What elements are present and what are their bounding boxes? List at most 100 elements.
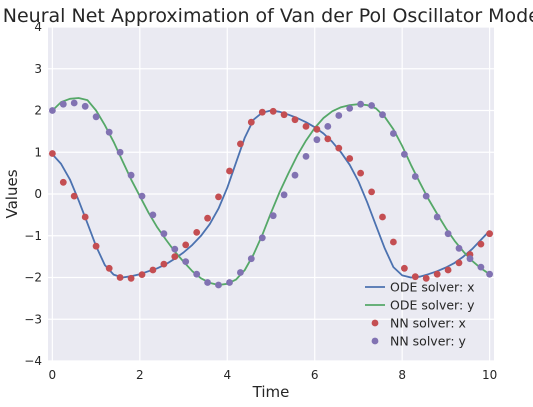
legend-label: ODE solver: y (390, 298, 475, 313)
data-point (116, 274, 124, 281)
x-tick-label: 4 (223, 368, 231, 382)
x-tick-label: 6 (311, 368, 319, 382)
data-point (49, 150, 56, 157)
data-point (455, 259, 463, 267)
data-point (127, 171, 135, 179)
data-point (390, 238, 397, 246)
data-point (258, 108, 266, 116)
data-series (49, 97, 493, 289)
data-point (280, 111, 288, 119)
data-point (444, 266, 452, 274)
y-tick-label: 2 (34, 104, 42, 118)
y-tick-labels: −4 −3 −2 −1 0 1 2 3 4 (24, 20, 42, 368)
data-point (81, 213, 89, 221)
data-point (455, 244, 463, 252)
data-point (335, 144, 343, 152)
data-point (313, 136, 321, 144)
data-point (204, 214, 212, 222)
data-point (226, 279, 233, 286)
legend-label: ODE solver: x (390, 280, 475, 295)
y-tick-label: −4 (24, 354, 42, 368)
data-point (486, 270, 493, 278)
x-tick-label: 8 (398, 368, 406, 382)
data-point (59, 100, 67, 108)
data-point (204, 279, 212, 286)
x-tick-label: 2 (136, 368, 144, 382)
y-tick-label: −2 (24, 271, 42, 285)
data-point (486, 230, 493, 238)
data-point (138, 271, 146, 278)
data-point (411, 173, 419, 180)
data-point (433, 213, 441, 221)
y-tick-label: 3 (34, 62, 42, 76)
data-point (368, 188, 375, 196)
data-point (247, 118, 255, 126)
data-point (193, 270, 201, 278)
data-point (477, 263, 485, 271)
legend-item: NN solver: x (371, 316, 466, 331)
data-point (171, 245, 179, 253)
data-point (182, 258, 190, 265)
nn-solver-y-points (49, 99, 493, 289)
data-point (346, 155, 354, 162)
data-point (226, 167, 233, 175)
data-point (149, 266, 157, 274)
y-tick-label: 0 (34, 187, 42, 201)
data-point (237, 269, 244, 276)
data-point (379, 213, 386, 221)
data-point (105, 128, 113, 136)
data-point (193, 229, 201, 236)
data-point (291, 171, 299, 179)
data-point (105, 264, 113, 272)
data-point (346, 105, 354, 112)
data-point (116, 148, 124, 156)
data-point (237, 140, 244, 148)
data-point (357, 100, 364, 108)
data-point (215, 281, 222, 289)
data-point (422, 192, 430, 200)
x-tick-label: 0 (49, 368, 57, 382)
data-point (269, 212, 277, 220)
y-tick-label: 1 (34, 145, 42, 159)
data-point (379, 111, 386, 119)
data-point (401, 264, 408, 272)
data-point (81, 102, 89, 110)
data-point (368, 102, 375, 109)
data-point (49, 107, 56, 114)
legend-label: NN solver: y (390, 334, 466, 349)
data-point (291, 116, 299, 124)
data-point (182, 241, 190, 249)
data-point (324, 135, 332, 143)
data-point (422, 274, 430, 282)
y-tick-label: −3 (24, 312, 42, 326)
data-point (477, 240, 485, 248)
data-point (138, 192, 146, 200)
data-point (258, 234, 266, 242)
legend-marker-swatch (371, 319, 379, 327)
data-point (280, 191, 288, 199)
data-point (171, 253, 179, 260)
data-point (92, 113, 100, 121)
data-point (215, 193, 222, 201)
y-tick-label: −1 (24, 229, 42, 243)
data-point (70, 192, 78, 200)
data-point (302, 153, 310, 160)
y-axis-label: Values (3, 169, 21, 218)
data-point (302, 123, 310, 130)
data-point (247, 255, 255, 263)
x-tick-label: 10 (482, 368, 497, 382)
data-point (411, 273, 419, 281)
data-point (59, 178, 67, 186)
legend-item: NN solver: y (371, 334, 466, 349)
data-point (444, 230, 452, 238)
data-point (127, 274, 135, 282)
data-point (149, 211, 157, 219)
data-point (401, 150, 408, 158)
data-point (160, 230, 168, 238)
data-point (160, 260, 168, 268)
legend-item: ODE solver: y (365, 298, 475, 313)
data-point (70, 99, 78, 107)
data-point (92, 242, 100, 250)
data-point (335, 112, 343, 119)
